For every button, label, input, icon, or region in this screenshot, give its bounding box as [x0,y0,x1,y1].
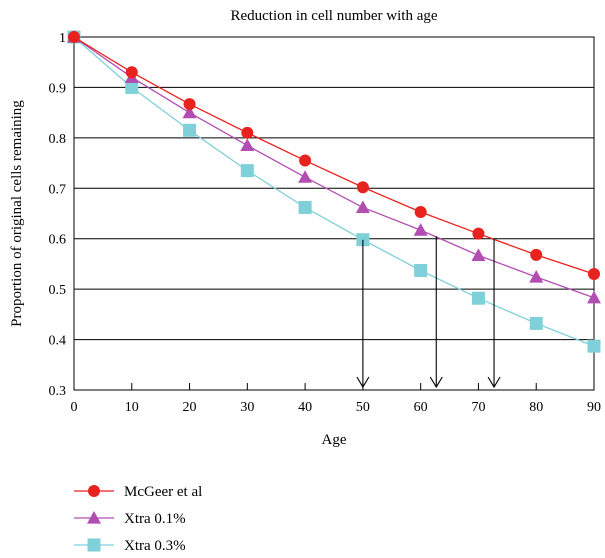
legend-label: McGeer et al [124,484,202,500]
data-point [587,290,601,304]
data-point [298,170,313,183]
x-tick-label: 10 [125,400,139,415]
legend-label: Xtra 0.3% [124,538,186,554]
annotation-arrow [356,239,370,389]
series-line [73,36,595,347]
data-point [68,31,80,43]
legend-marker [88,485,100,497]
data-point [529,270,544,283]
x-tick-label: 30 [240,400,254,415]
legend-marker [87,538,101,552]
y-tick-label: 0.8 [49,132,67,147]
data-point [471,291,485,305]
y-tick-label: 0.3 [49,384,67,399]
data-point [298,200,312,214]
x-tick-label: 90 [587,400,601,415]
annotation-arrow [429,236,443,389]
grid-lines [74,36,594,391]
x-tick-label: 60 [414,400,428,415]
plot-frame [73,36,595,391]
series-1 [67,30,601,304]
data-point [529,316,543,330]
x-tick-label: 50 [356,400,370,415]
chart-title: Reduction in cell number with age [230,8,437,24]
series-line [73,36,595,299]
series-2 [67,30,601,353]
x-axis-title: Age [322,432,347,448]
data-point [588,268,600,281]
annotation-arrow [487,238,501,389]
data-point [240,164,254,178]
data-point [240,138,255,152]
series-0 [68,31,600,281]
y-tick-label: 0.4 [49,334,67,349]
y-tick-label: 0.9 [49,81,67,96]
annotation-layer [356,236,501,389]
data-point [125,80,139,94]
x-tick-label: 40 [298,400,312,415]
legend-label: Xtra 0.1% [124,511,186,527]
data-point [472,227,485,240]
data-point [299,154,312,167]
data-point [125,66,138,79]
y-tick-label: 1 [59,31,66,46]
x-tick-label: 0 [71,400,78,415]
data-point [183,123,197,137]
legend: McGeer et al Xtra 0.1% Xtra 0.3% [74,484,202,554]
series-line [73,36,595,275]
data-point [414,205,427,218]
data-point [530,248,543,261]
data-point [182,105,197,119]
legend-marker [87,511,101,524]
data-point [355,200,370,214]
x-tick-label: 70 [471,400,485,415]
data-point [414,263,428,277]
y-axis-ticks: 0.3 0.4 0.5 0.6 0.7 0.8 0.9 1 [49,31,67,399]
y-tick-label: 0.7 [49,182,67,197]
data-point [587,339,601,353]
data-point [471,248,486,261]
legend-item: Xtra 0.3% [74,538,186,554]
series-layer [67,30,601,353]
y-axis-title: Proportion of original cells remaining [9,100,25,327]
data-point [241,126,254,139]
x-axis-ticks: 0 10 20 30 40 50 60 70 80 90 [71,383,601,415]
legend-item: McGeer et al [74,484,202,500]
x-tick-label: 80 [529,400,543,415]
x-tick-label: 20 [183,400,197,415]
legend-item: Xtra 0.1% [74,511,186,527]
data-point [183,98,196,111]
y-tick-label: 0.6 [49,233,67,248]
data-point [356,181,369,194]
y-tick-label: 0.5 [49,283,67,298]
data-point [413,223,428,236]
